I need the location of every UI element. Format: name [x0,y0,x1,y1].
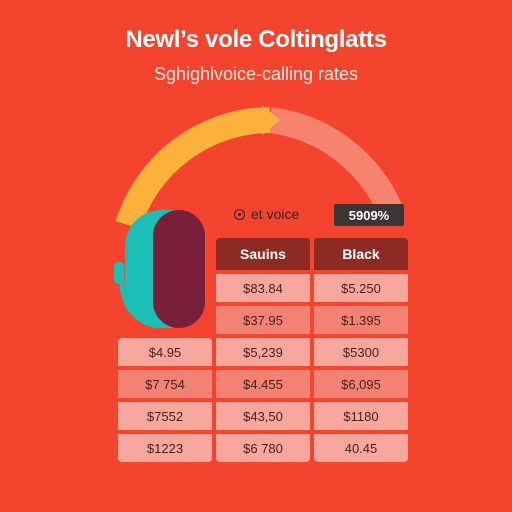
table-cell: $37.95 [216,306,310,334]
table-column-middle: Sauins $83.84 $37.95 $5,239 $4.455 $43,5… [216,238,310,462]
table-cell: $7552 [118,402,212,430]
table-cell: $5.250 [314,274,408,302]
legend-label: et voice [251,206,300,222]
table-column-left: $4.95 $7 754 $7552 $1223 [118,338,212,462]
table-column-right: Black $5.250 $1.395 $5300 $6,095 $1180 4… [314,238,408,462]
legend: et voice [234,206,299,222]
table-cell: $5,239 [216,338,310,366]
gauge-arc-filled [115,107,271,230]
gauge-arrow-tip [262,105,280,135]
table-cell: $43,50 [216,402,310,430]
headset-icon [114,210,205,329]
page-subtitle: Sghighlvoice-calling rates [153,64,359,84]
table-cell: $1223 [118,434,212,462]
page-title: Newl’s vole Coltinglatts [125,26,387,53]
column-header: Sauins [216,238,310,270]
percent-badge: 5909% [334,204,404,226]
target-icon [234,208,245,220]
table-cell: $5300 [314,338,408,366]
column-header: Black [314,238,408,270]
table-cell: $7 754 [118,370,212,398]
table-cell: $83.84 [216,274,310,302]
table-cell: $1.395 [314,306,408,334]
gauge-arc-remaining [268,107,402,216]
table-cell: $4.95 [118,338,212,366]
table-cell: $6,095 [314,370,408,398]
table-cell: $4.455 [216,370,310,398]
table-cell: 40.45 [314,434,408,462]
table-cell: $6 780 [216,434,310,462]
table-cell: $1180 [314,402,408,430]
